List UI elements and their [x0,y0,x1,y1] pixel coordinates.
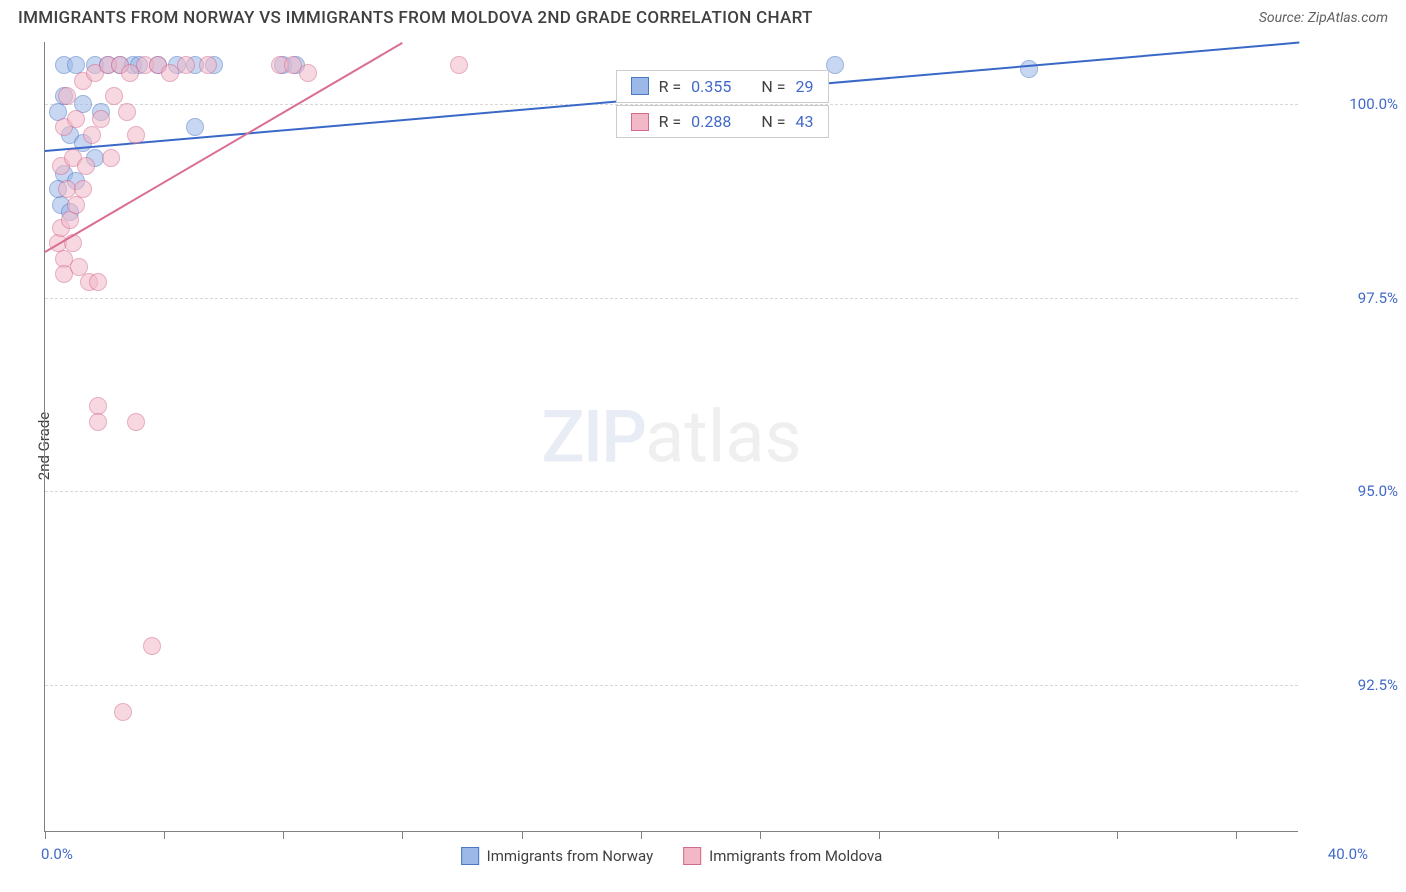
y-tick-label: 100.0% [1308,95,1398,113]
legend-swatch-icon [461,847,479,865]
data-point-moldova [105,87,123,105]
x-axis-min-label: 0.0% [41,845,73,863]
n-value: 43 [796,112,814,131]
data-point-moldova [102,149,120,167]
data-point-norway [186,118,204,136]
data-point-moldova [58,87,76,105]
r-value: 0.355 [691,77,731,96]
data-point-moldova [89,273,107,291]
chart-title: IMMIGRANTS FROM NORWAY VS IMMIGRANTS FRO… [18,8,813,28]
data-point-norway [826,56,844,74]
r-label: R = [659,77,682,96]
data-point-moldova [127,126,145,144]
x-tick [164,831,165,839]
data-point-moldova [67,110,85,128]
data-point-moldova [127,413,145,431]
data-point-moldova [177,56,195,74]
y-tick-label: 92.5% [1308,676,1398,694]
x-tick [879,831,880,839]
correlation-legend-norway: R = 0.355 N = 29 [616,70,829,103]
data-point-moldova [89,413,107,431]
correlation-legend-moldova: R = 0.288 N = 43 [616,105,829,138]
data-point-moldova [450,56,468,74]
y-tick-label: 97.5% [1308,289,1398,307]
source-label: Source: [1259,10,1304,26]
x-tick [45,831,46,839]
data-point-moldova [61,211,79,229]
watermark-atlas: atlas [645,394,802,479]
legend-swatch-icon [631,77,649,95]
legend-swatch-icon [631,113,649,131]
scatter-chart: ZIPatlas 0.0% 40.0% Immigrants from Norw… [44,42,1298,832]
data-point-moldova [67,196,85,214]
data-point-moldova [74,180,92,198]
x-axis-max-label: 40.0% [1328,845,1368,863]
n-value: 29 [796,77,814,96]
data-point-moldova [92,110,110,128]
x-tick [1236,831,1237,839]
x-tick [760,831,761,839]
x-tick [998,831,999,839]
gridline [45,491,1298,492]
data-point-moldova [114,703,132,721]
x-tick [641,831,642,839]
legend-series-name: Immigrants from Norway [487,847,654,865]
source-name: ZipAtlas.com [1308,10,1388,26]
n-label: N = [761,112,785,131]
data-point-moldova [299,64,317,82]
r-label: R = [659,112,682,131]
y-tick-label: 95.0% [1308,482,1398,500]
source-attribution: Source: ZipAtlas.com [1259,10,1388,26]
legend-item-norway: Immigrants from Norway [461,847,654,865]
data-point-moldova [83,126,101,144]
data-point-moldova [77,157,95,175]
watermark: ZIPatlas [541,394,801,479]
data-point-moldova [199,56,217,74]
data-point-moldova [118,103,136,121]
r-value: 0.288 [691,112,731,131]
data-point-moldova [143,637,161,655]
gridline [45,685,1298,686]
series-legend: Immigrants from Norway Immigrants from Mo… [461,847,883,865]
n-label: N = [761,77,785,96]
x-tick [402,831,403,839]
x-tick [283,831,284,839]
x-tick [1117,831,1118,839]
x-tick [522,831,523,839]
watermark-zip: ZIP [541,394,645,479]
gridline [45,298,1298,299]
legend-item-moldova: Immigrants from Moldova [683,847,882,865]
legend-series-name: Immigrants from Moldova [709,847,882,865]
legend-swatch-icon [683,847,701,865]
data-point-norway [1020,60,1038,78]
